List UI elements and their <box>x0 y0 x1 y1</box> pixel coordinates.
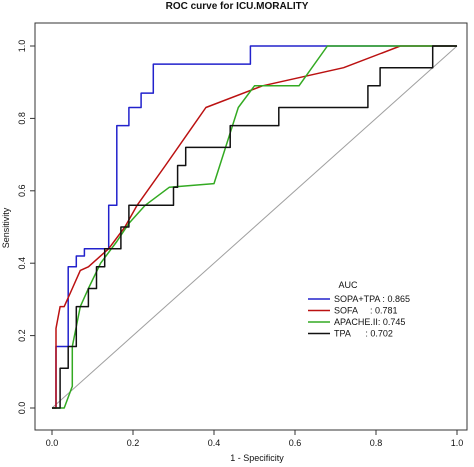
legend-title: AUC <box>338 280 358 290</box>
y-tick-label: 0.2 <box>17 329 27 342</box>
series-layer <box>51 45 458 409</box>
x-tick-label: 0.0 <box>46 438 59 448</box>
x-tick-label: 0.6 <box>289 438 302 448</box>
y-tick-label: 0.6 <box>17 185 27 198</box>
y-tick-label: 0.8 <box>17 112 27 125</box>
legend-entry-label: TPA : 0.702 <box>334 329 393 339</box>
x-tick-label: 0.2 <box>127 438 140 448</box>
plot-frame <box>34 22 468 431</box>
x-tick-label: 1.0 <box>451 438 464 448</box>
legend-entry-label: SOFA : 0.781 <box>334 306 398 316</box>
x-axis: 0.0 0.2 0.4 0.6 0.8 1.0 <box>46 430 464 448</box>
reference-diagonal-line <box>51 45 458 409</box>
y-tick-label: 0.0 <box>17 402 27 415</box>
legend-entry-label: SOPA+TPA : 0.865 <box>334 294 410 304</box>
x-tick-label: 0.4 <box>208 438 221 448</box>
y-tick-label: 1.0 <box>17 40 27 53</box>
y-axis-title: Sensitivity <box>1 207 11 248</box>
series-line-tpa <box>52 45 457 409</box>
y-axis: 0.0 0.2 0.4 0.6 0.8 1.0 <box>17 40 35 415</box>
series-line-sopa-tpa <box>52 45 457 409</box>
legend-entry-label: APACHE.II: 0.745 <box>334 317 405 327</box>
x-tick-label: 0.8 <box>370 438 383 448</box>
chart-title: ROC curve for ICU.MORALITY <box>166 1 309 12</box>
x-axis-title: 1 - Specificity <box>230 453 284 463</box>
legend: AUC SOPA+TPA : 0.865 SOFA : 0.781APACHE.II… <box>308 278 428 344</box>
y-tick-label: 0.4 <box>17 257 27 270</box>
